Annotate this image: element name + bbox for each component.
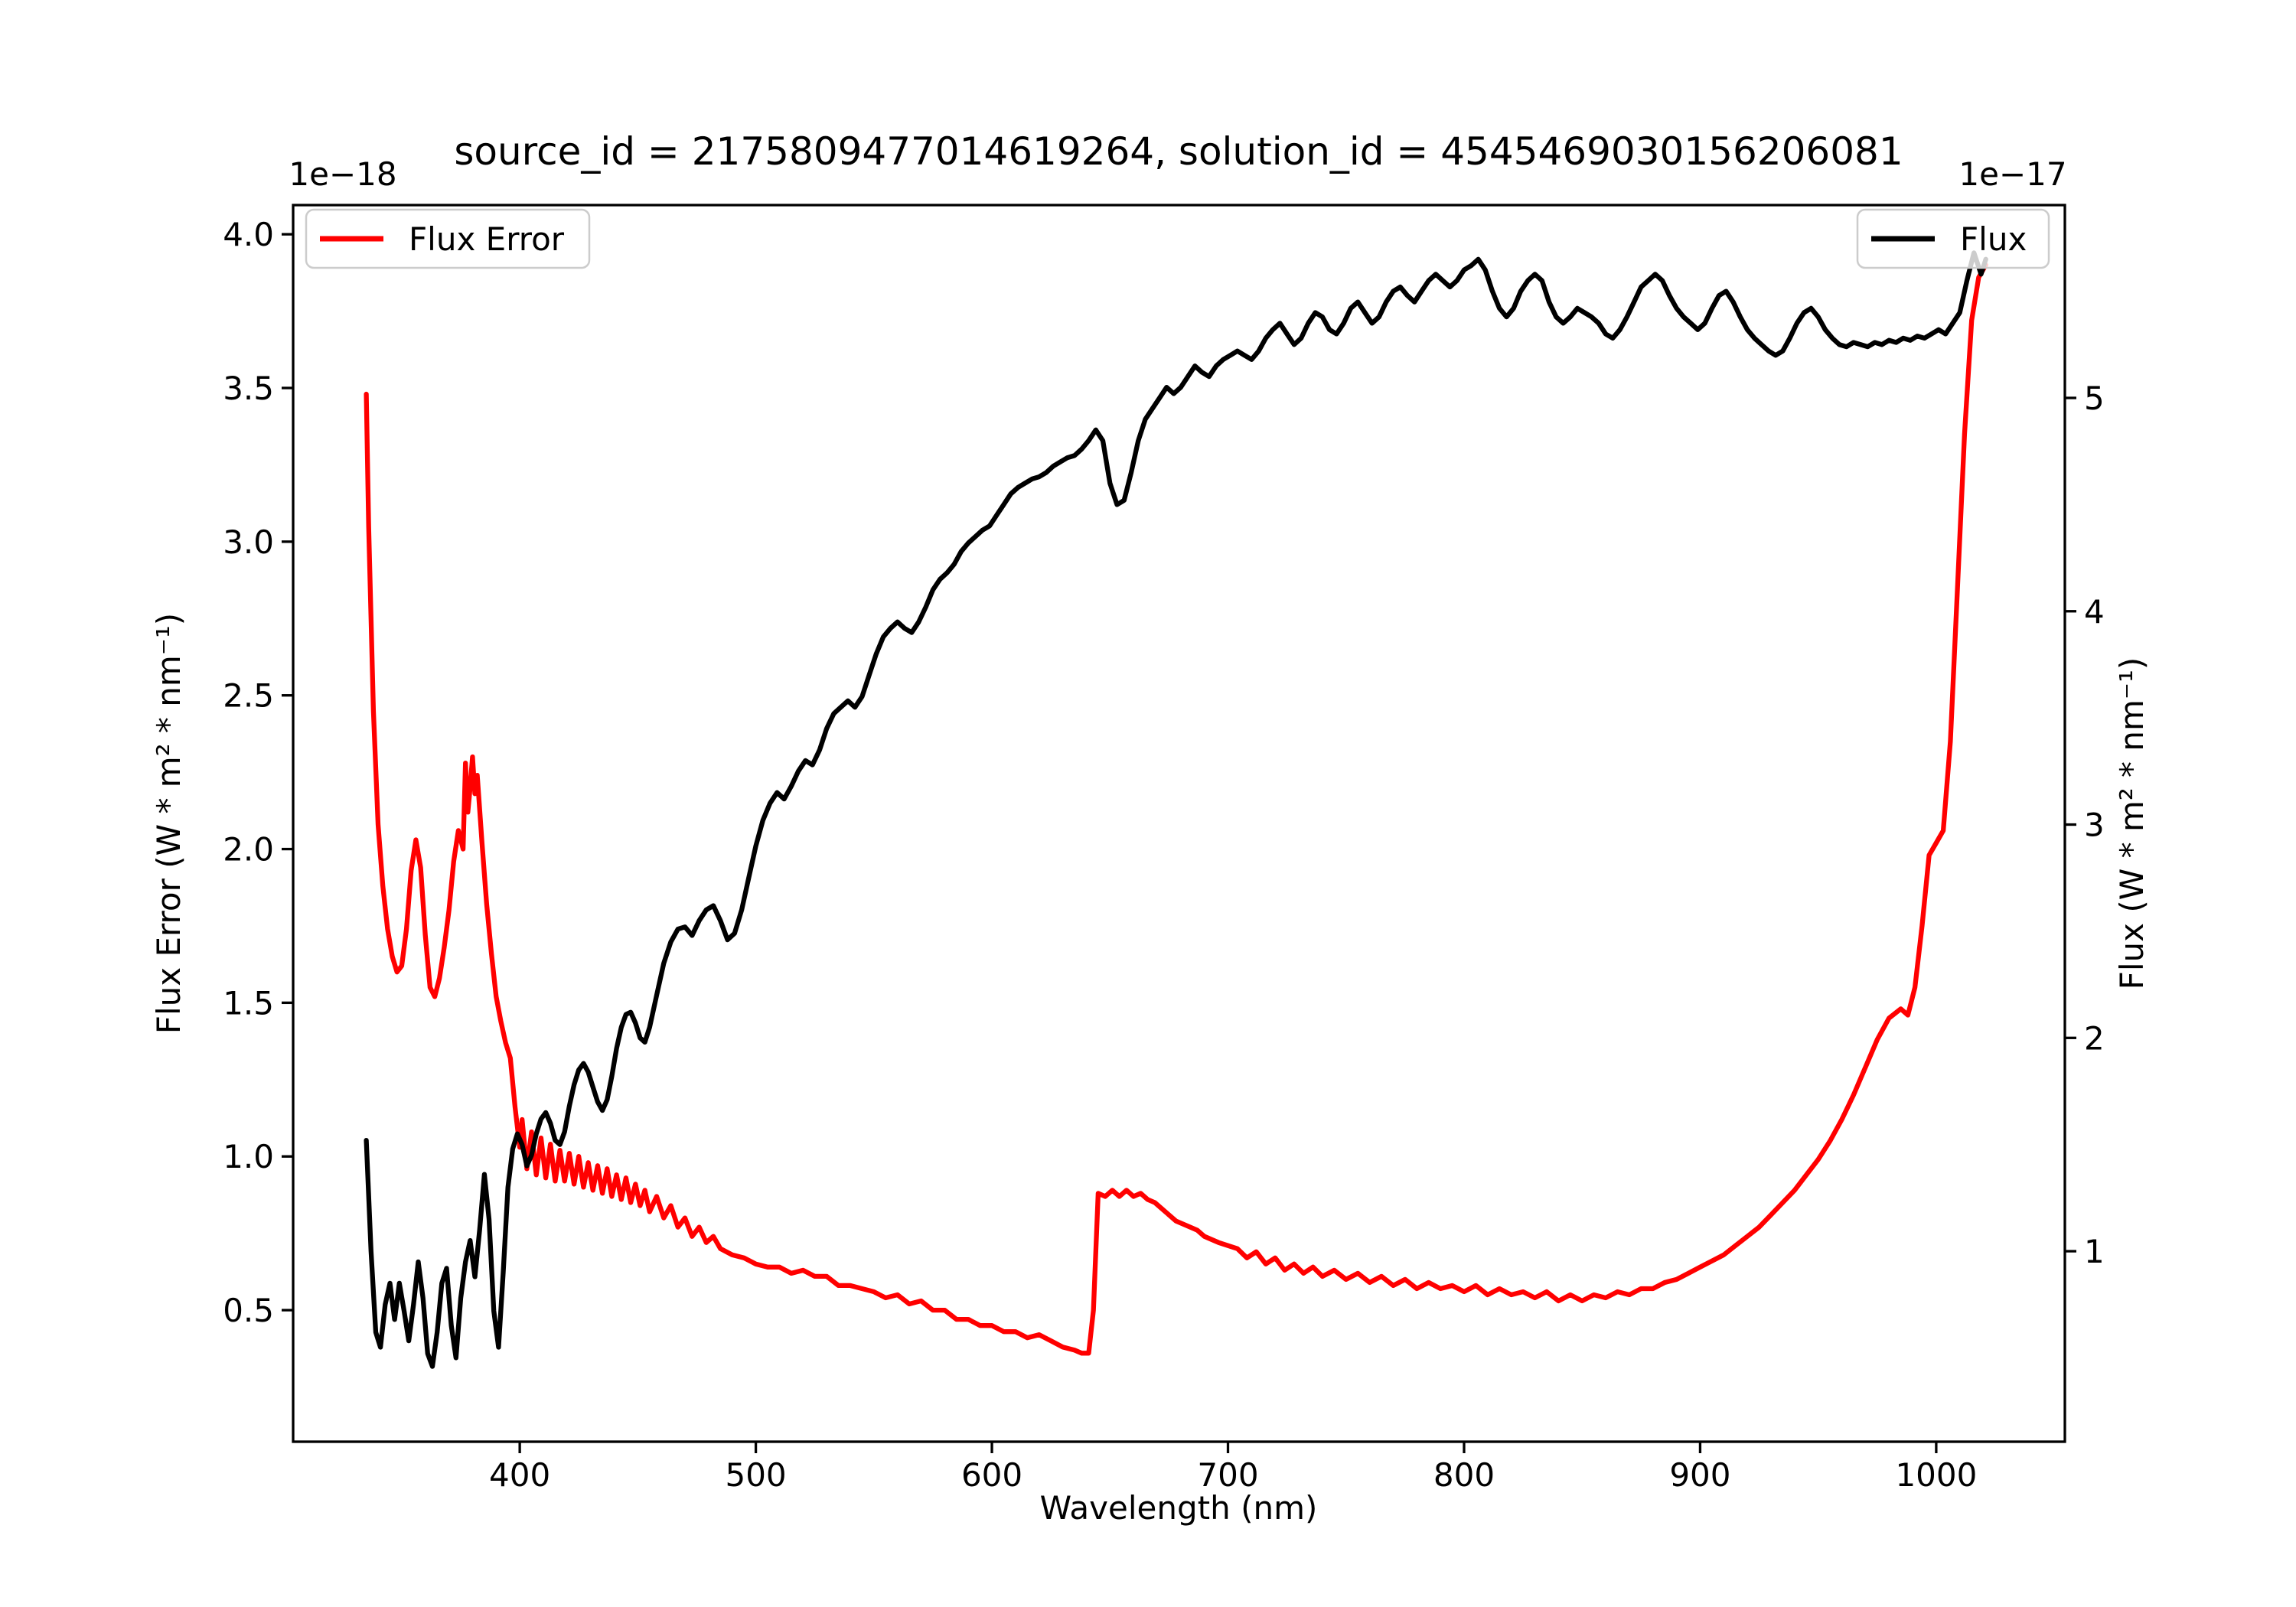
legend-box-flux-error xyxy=(305,208,591,269)
series-line-flux-error xyxy=(364,262,1988,1356)
left-y-tick-label: 4.0 xyxy=(223,216,274,253)
axes-border xyxy=(292,204,2066,1443)
left-axis-label: Flux Error (W * m² * nm⁻¹) xyxy=(150,613,188,1034)
right-y-tick-label: 1 xyxy=(2084,1233,2105,1270)
x-axis-label: Wavelength (nm) xyxy=(1040,1489,1318,1527)
right-axis-offset-label: 1e−17 xyxy=(1958,155,2066,193)
plot-title: source_id = 2175809477014619264, solutio… xyxy=(454,129,1903,174)
x-tick-label: 800 xyxy=(1433,1456,1495,1494)
left-y-tick-label: 2.5 xyxy=(223,677,274,715)
x-tick-label: 1000 xyxy=(1895,1456,1977,1494)
right-y-tick-label: 2 xyxy=(2084,1019,2105,1057)
right-y-tick-label: 3 xyxy=(2084,807,2105,844)
x-tick-label: 900 xyxy=(1669,1456,1730,1494)
left-axis-offset-label: 1e−18 xyxy=(289,155,396,193)
x-tick-label: 500 xyxy=(725,1456,786,1494)
left-y-tick-label: 0.5 xyxy=(223,1292,274,1329)
legend-flux-error: Flux Error xyxy=(305,208,591,269)
x-tick-label: 700 xyxy=(1197,1456,1258,1494)
x-tick-label: 400 xyxy=(489,1456,550,1494)
plot-generated-content: 400 500 600 700 800 900 1000 0.5 1.0 1.5 2.0 2.5 3.0… xyxy=(223,216,2105,1494)
legend-label-flux-error: Flux Error xyxy=(409,220,565,258)
left-y-tick-label: 1.5 xyxy=(223,984,274,1022)
right-axis-label: Flux (W * m² * nm⁻¹) xyxy=(2113,657,2151,990)
left-y-tick-label: 2.0 xyxy=(223,831,274,869)
legend-box-flux xyxy=(1856,208,2050,269)
left-y-tick-label: 1.0 xyxy=(223,1138,274,1175)
right-y-tick-label: 5 xyxy=(2084,380,2105,417)
x-tick-label: 600 xyxy=(961,1456,1022,1494)
legend-label-flux: Flux xyxy=(1960,220,2027,258)
left-y-tick-label: 3.0 xyxy=(223,523,274,561)
left-y-tick-label: 3.5 xyxy=(223,370,274,407)
legend-flux: Flux xyxy=(1856,208,2050,269)
right-y-tick-label: 4 xyxy=(2084,593,2105,631)
series-line-flux xyxy=(364,250,1988,1369)
